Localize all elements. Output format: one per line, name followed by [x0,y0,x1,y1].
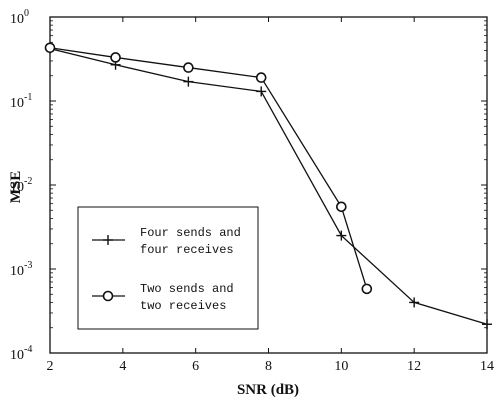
x-tick-label: 2 [47,359,54,374]
circle-marker [110,52,121,63]
y-tick-label: 10-2 [10,176,32,195]
circle-marker [183,62,194,73]
y-tick-label: 100 [10,8,29,27]
x-tick-label: 8 [265,359,272,374]
y-tick-label: 10-3 [10,260,32,279]
legend: Four sends and four receives Two sends and… [77,206,259,330]
y-axis-title: MSE [8,171,24,204]
x-tick-label: 12 [407,359,421,374]
y-tick-exponent: -1 [24,92,32,103]
legend-label: Four sends and [140,226,241,240]
x-tick-label: 4 [119,359,126,374]
y-tick-exponent: -2 [24,176,32,187]
y-tick-base: 10 [10,12,24,27]
y-tick-base: 10 [10,180,24,195]
series-layer [44,42,492,330]
legend-label: Two sends and [140,282,234,296]
circle-marker [336,201,347,213]
y-tick-base: 10 [10,96,24,111]
y-tick-base: 10 [10,264,24,279]
plus-marker [103,235,113,245]
circle-marker [255,72,267,83]
legend-box [77,206,259,330]
y-tick-base: 10 [10,348,24,363]
y-tick-label: 10-1 [10,92,32,111]
legend-items: Four sends and four receives Two sends and… [92,226,241,313]
x-axis-title: SNR (dB) [237,382,299,398]
legend-label: two receives [140,299,226,313]
plus-marker [409,297,420,308]
x-tick-label: 10 [334,359,348,374]
y-tick-exponent: -3 [24,260,32,271]
plus-marker [256,86,267,97]
circle-marker [361,283,373,295]
series-line-2 [49,47,368,290]
x-tick-label: 14 [480,359,494,374]
legend-label: four receives [140,243,234,257]
y-tick-exponent: -4 [24,344,32,355]
circle-marker [44,42,56,54]
plus-marker [183,76,194,87]
circle-marker [102,290,114,302]
y-tick-label: 10-4 [10,344,32,363]
x-tick-label: 6 [192,359,199,374]
plus-marker [336,230,347,241]
y-tick-exponent: 0 [24,8,29,19]
plus-marker [482,319,492,330]
